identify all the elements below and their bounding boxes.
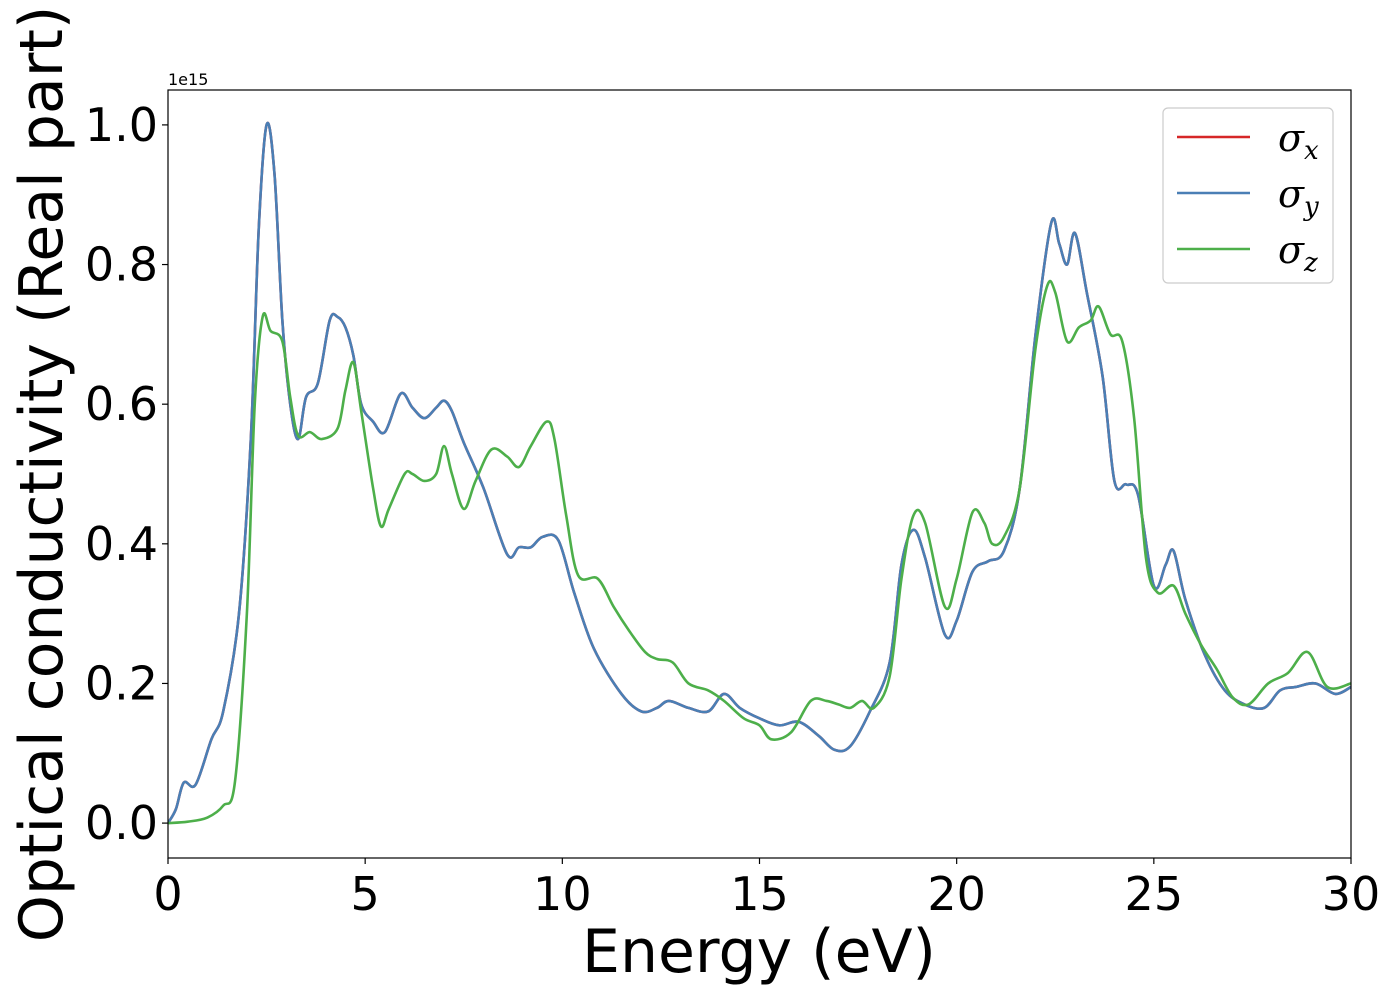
y-axis-title: Optical conductivity (Real part) [7, 6, 77, 943]
legend-subscript: x [1304, 136, 1319, 166]
legend-symbol: σ [1278, 172, 1305, 216]
series-line-sigma-y [168, 121, 1351, 824]
legend-symbol: σ [1278, 116, 1305, 160]
x-tick-label: 20 [927, 867, 986, 921]
legend-subscript: y [1303, 192, 1319, 222]
legend-box [1162, 107, 1334, 284]
series-layer [168, 121, 1351, 825]
legend-label-sigma-z: σz [1278, 228, 1318, 278]
y-tick-label: 0.6 [85, 377, 158, 431]
legend-symbol: σ [1278, 228, 1305, 272]
y-tick-label: 1.0 [85, 98, 158, 152]
x-tick-label: 30 [1322, 867, 1381, 921]
legend-subscript: z [1303, 248, 1318, 278]
x-tick-label: 10 [533, 867, 592, 921]
y-offset-label: 1e15 [168, 70, 208, 89]
series-line-sigma-z [168, 279, 1351, 825]
x-tick-label: 25 [1125, 867, 1184, 921]
x-tick-label: 0 [153, 867, 182, 921]
y-axis-ticks: 0.0 0.2 0.4 0.6 0.8 1.0 [85, 98, 168, 850]
x-axis-title: Energy (eV) [582, 917, 936, 987]
y-tick-label: 0.0 [85, 796, 158, 850]
x-axis-ticks: 0 5 10 15 20 25 30 [153, 858, 1380, 921]
plot-background [168, 90, 1351, 858]
x-tick-label: 15 [730, 867, 789, 921]
y-tick-label: 0.4 [85, 517, 158, 571]
legend-label-sigma-y: σy [1278, 172, 1319, 222]
y-tick-label: 0.2 [85, 656, 158, 710]
legend-label-sigma-x: σx [1278, 116, 1319, 166]
y-tick-label: 0.8 [85, 238, 158, 292]
x-tick-label: 5 [351, 867, 380, 921]
